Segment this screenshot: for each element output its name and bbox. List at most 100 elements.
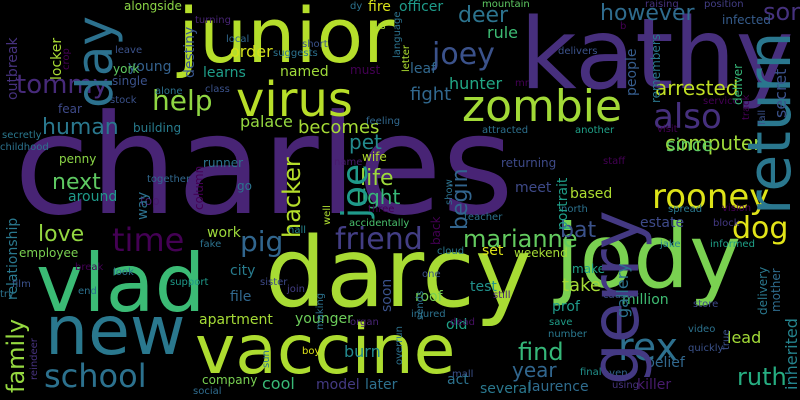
cloud-word: suggests xyxy=(273,48,318,59)
cloud-word: later xyxy=(365,377,398,393)
cloud-word: hall xyxy=(288,225,307,236)
cloud-word: another xyxy=(575,125,615,136)
cloud-word: find xyxy=(518,338,564,366)
cloud-word: destiny xyxy=(182,26,198,78)
cloud-word: block xyxy=(713,218,740,229)
cloud-word: vlad xyxy=(36,237,206,330)
cloud-word: one xyxy=(422,269,441,280)
cloud-word: zombie xyxy=(462,81,623,132)
cloud-word: day xyxy=(66,16,124,108)
cloud-word: organ xyxy=(350,317,379,328)
cloud-word: hunter xyxy=(449,74,503,93)
cloud-word: well xyxy=(322,205,333,225)
cloud-word: infected xyxy=(722,13,771,27)
cloud-word: look xyxy=(113,267,134,278)
cloud-word: people xyxy=(624,48,640,96)
cloud-word: spread xyxy=(668,204,703,215)
cloud-word: dead xyxy=(450,317,475,328)
cloud-word: kathy xyxy=(520,0,794,112)
cloud-word: injured xyxy=(411,309,446,320)
cloud-word: cause xyxy=(603,290,633,301)
cloud-word: accidentally xyxy=(349,218,410,229)
cloud-word: year xyxy=(512,358,557,382)
cloud-word: column xyxy=(192,165,206,210)
cloud-word: making xyxy=(315,292,326,330)
cloud-word: laurence xyxy=(528,379,589,395)
cloud-word: family xyxy=(2,318,30,393)
cloud-word: jake xyxy=(660,239,681,250)
cloud-word: join xyxy=(287,284,306,295)
cloud-word: boy xyxy=(302,346,321,357)
cloud-word: million xyxy=(622,292,669,308)
cloud-word: becomes xyxy=(298,117,380,138)
cloud-word: name xyxy=(334,157,363,168)
cloud-word: portrait xyxy=(555,177,571,230)
cloud-word: support xyxy=(170,277,209,288)
cloud-word: weekend xyxy=(514,246,568,260)
cloud-word: named xyxy=(280,64,329,80)
cloud-word: go xyxy=(237,179,252,193)
cloud-word: returning xyxy=(501,156,557,170)
cloud-word: company xyxy=(202,373,258,387)
cloud-word: gallery xyxy=(613,263,632,318)
cloud-word: mother xyxy=(769,268,783,312)
cloud-word: roof xyxy=(415,289,443,305)
cloud-word: show xyxy=(444,179,455,205)
cloud-word: light xyxy=(356,185,401,209)
cloud-word: take xyxy=(562,275,601,296)
cloud-word: fake xyxy=(200,239,222,250)
cloud-word: order xyxy=(230,42,273,61)
cloud-word: inherited xyxy=(782,318,800,390)
cloud-word: sister xyxy=(260,277,288,288)
cloud-word: turning xyxy=(195,15,231,26)
cloud-word: younger xyxy=(295,311,353,327)
cloud-word: number xyxy=(548,329,588,340)
cloud-word: remembers xyxy=(649,34,663,103)
cloud-word: son xyxy=(763,0,800,26)
cloud-word: local xyxy=(226,34,250,45)
cloud-word: b xyxy=(620,21,627,32)
cloud-word: relationship xyxy=(5,217,21,300)
cloud-word: prof xyxy=(552,299,580,315)
cloud-word: marianne xyxy=(463,225,578,253)
cloud-word: several xyxy=(480,381,532,397)
cloud-word: make xyxy=(572,262,605,276)
cloud-word: store xyxy=(693,299,719,310)
cloud-word: us xyxy=(374,21,386,32)
cloud-word: apartment xyxy=(199,312,273,328)
cloud-word: must xyxy=(350,63,381,77)
cloud-word: virus xyxy=(236,72,353,128)
cloud-word: dy xyxy=(350,1,363,12)
cloud-word: fire xyxy=(368,0,391,15)
cloud-word: charles xyxy=(14,85,514,246)
cloud-word: using xyxy=(612,380,640,391)
cloud-word: burn xyxy=(344,342,381,361)
cloud-word: estate xyxy=(640,215,685,231)
cloud-word: position xyxy=(704,0,744,10)
cloud-word: try xyxy=(0,289,14,300)
cloud-word: cool xyxy=(262,374,295,393)
cloud-word: building xyxy=(133,121,182,135)
cloud-word: meet xyxy=(515,180,552,196)
cloud-word: attracted xyxy=(482,125,529,136)
cloud-word: overrun xyxy=(394,326,405,365)
cloud-word: letter xyxy=(401,44,412,72)
cloud-word: officer xyxy=(399,0,444,15)
cloud-word: city xyxy=(230,263,256,279)
cloud-word: file xyxy=(230,289,252,305)
cloud-word: short xyxy=(302,39,328,50)
cloud-word: employee xyxy=(19,246,79,260)
cloud-word: fall xyxy=(757,109,768,125)
cloud-word: penny xyxy=(59,152,97,166)
cloud-word: mr xyxy=(515,78,529,89)
cloud-word: stock xyxy=(110,95,137,106)
cloud-word: mountain xyxy=(482,0,530,10)
cloud-word: next xyxy=(52,170,101,195)
cloud-word: york xyxy=(113,62,140,76)
cloud-word: social xyxy=(193,386,222,397)
cloud-word: still xyxy=(493,290,511,301)
cloud-word: return xyxy=(735,31,800,215)
cloud-word: runner xyxy=(203,156,244,170)
cloud-word: around xyxy=(68,189,118,205)
cloud-word: staff xyxy=(603,156,626,167)
